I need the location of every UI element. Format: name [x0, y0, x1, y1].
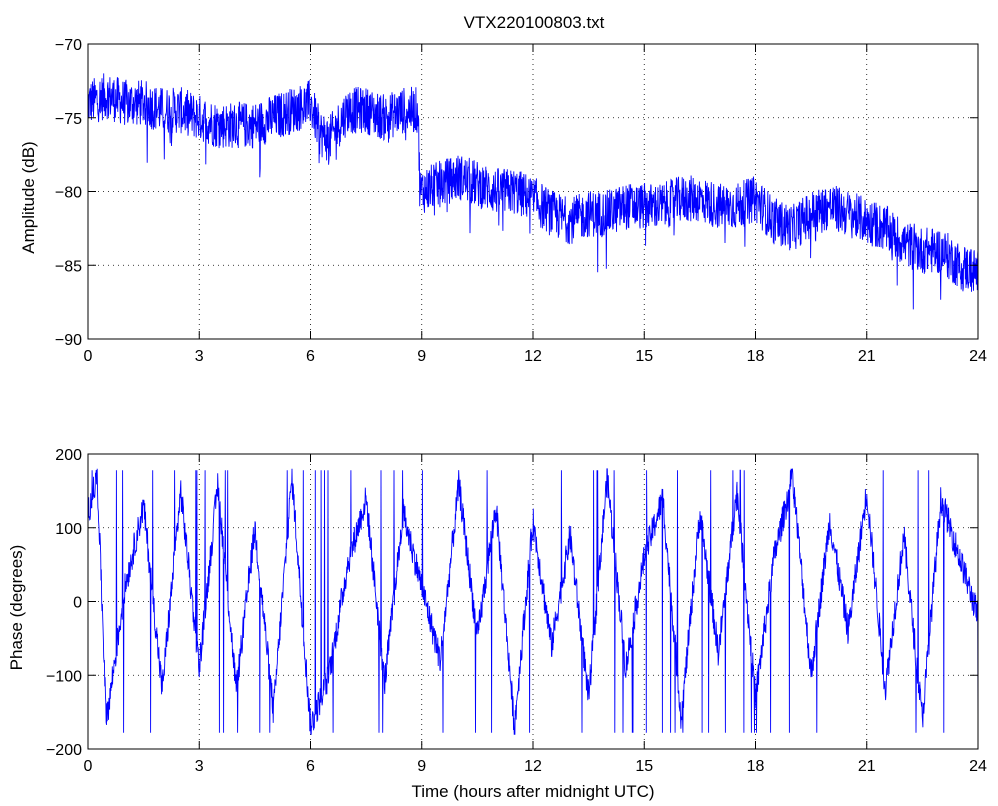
chart-title: VTX220100803.txt	[464, 13, 605, 32]
x-tick-label: 12	[524, 758, 542, 775]
x-tick-label: 18	[747, 348, 765, 365]
x-tick-label: 24	[969, 348, 987, 365]
y-tick-label: −90	[55, 332, 82, 349]
x-tick-label: 18	[747, 758, 765, 775]
x-tick-label: 6	[306, 758, 315, 775]
amplitude-series-line	[87, 73, 979, 310]
x-tick-label: 6	[306, 348, 315, 365]
y-tick-label: −75	[55, 111, 82, 128]
y-axis-label: Amplitude (dB)	[19, 141, 38, 253]
x-tick-label: 3	[195, 758, 204, 775]
amplitude-panel: 0 3 6 9 12 15 18 21 24 −90 −85 −80 −75 −70 Amplitude (…	[19, 37, 987, 365]
x-tick-label: 12	[524, 348, 542, 365]
y-tick-label: 0	[73, 595, 82, 612]
phase-panel: 0 3 6 9 12 15 18 21 24 −200 −100 0 100 200 Phase (degr…	[7, 447, 987, 801]
x-tick-label: 24	[969, 758, 987, 775]
y-tick-label: 200	[55, 447, 82, 464]
x-tick-label: 21	[858, 348, 876, 365]
x-tick-label: 9	[417, 348, 426, 365]
x-tick-label: 0	[84, 758, 93, 775]
y-tick-label: −85	[55, 258, 82, 275]
y-axis-label: Phase (degrees)	[7, 545, 26, 671]
x-tick-label: 15	[635, 348, 653, 365]
y-tick-label: −100	[46, 668, 82, 685]
x-tick-label: 21	[858, 758, 876, 775]
x-tick-label: 3	[195, 348, 204, 365]
y-tick-label: 100	[55, 521, 82, 538]
x-axis-label: Time (hours after midnight UTC)	[411, 782, 654, 801]
phase-series-line	[87, 467, 979, 736]
x-tick-label: 0	[84, 348, 93, 365]
y-tick-label: −80	[55, 185, 82, 202]
x-tick-label: 9	[417, 758, 426, 775]
y-tick-label: −200	[46, 742, 82, 759]
y-tick-label: −70	[55, 37, 82, 54]
x-tick-label: 15	[635, 758, 653, 775]
